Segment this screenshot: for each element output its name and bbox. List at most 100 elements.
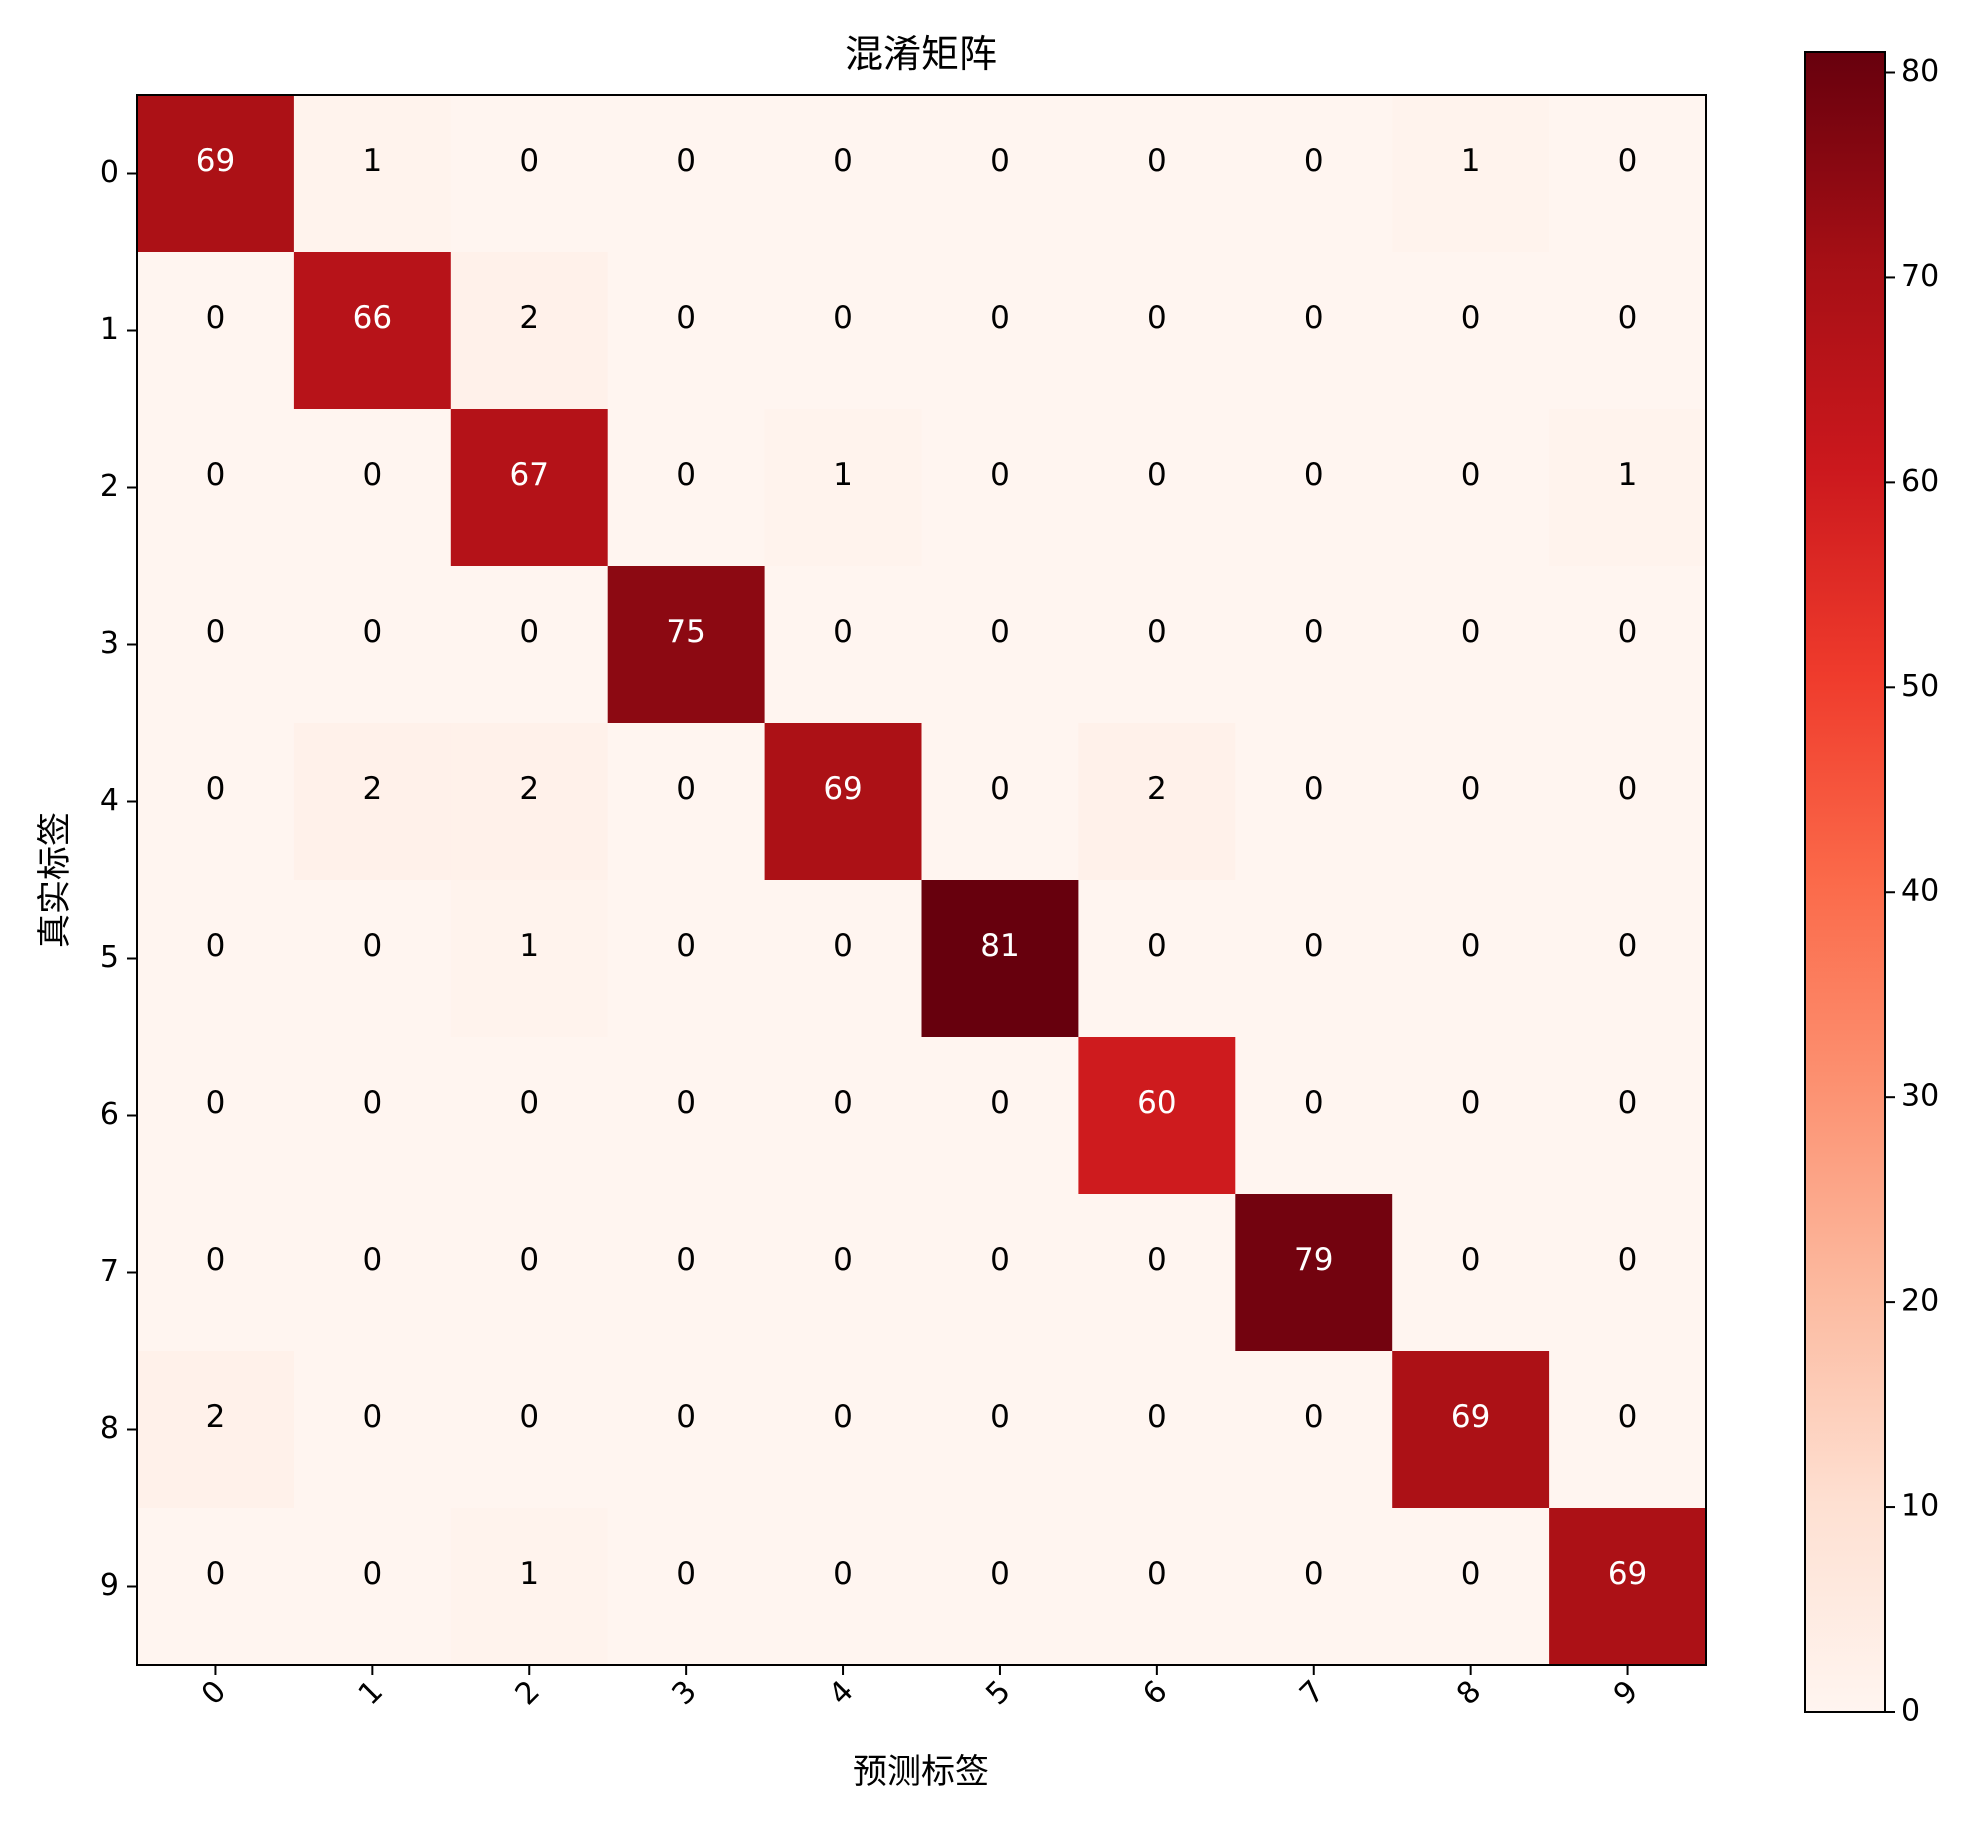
heatmap-cell	[607, 1194, 766, 1352]
cell-value-label: 0	[990, 614, 1010, 650]
cell-value-label: 0	[1461, 1556, 1481, 1592]
x-tick-label: 7	[1293, 1674, 1331, 1712]
heatmap-cell	[921, 566, 1079, 724]
heatmap-cell	[137, 1194, 295, 1352]
heatmap-cell	[1392, 409, 1550, 567]
heatmap-cell	[450, 1508, 609, 1666]
heatmap-cell	[137, 566, 295, 724]
y-tick-label: 2	[100, 469, 119, 504]
cell-value-label: 0	[1304, 300, 1324, 336]
heatmap-cell	[921, 1194, 1079, 1352]
heatmap-cell	[1392, 566, 1550, 724]
heatmap-cell	[1235, 566, 1393, 724]
cell-value-label: 0	[833, 1085, 853, 1121]
heatmap-cell	[293, 1508, 452, 1666]
heatmap-cell	[764, 409, 923, 567]
y-tick-label: 0	[100, 155, 119, 190]
cell-value-label: 0	[362, 1556, 382, 1592]
heatmap-cell	[293, 723, 452, 881]
cell-value-label: 0	[1618, 1242, 1638, 1278]
cell-value-label: 67	[510, 457, 549, 493]
heatmap-cell	[1078, 1194, 1236, 1352]
heatmap-cell	[137, 723, 295, 881]
colorbar-gradient	[1805, 52, 1885, 1712]
heatmap-cell	[293, 880, 452, 1038]
heatmap-cell	[764, 1508, 923, 1666]
heatmap-cell	[450, 95, 609, 253]
cell-value-label: 0	[519, 143, 539, 179]
cell-value-label: 1	[519, 1556, 539, 1592]
heatmap-cell	[450, 409, 609, 567]
cell-value-label: 0	[1461, 1085, 1481, 1121]
x-tick-label: 3	[666, 1674, 704, 1712]
x-tick-label: 4	[822, 1674, 860, 1712]
heatmap-cell	[293, 1037, 452, 1195]
cell-value-label: 2	[519, 771, 539, 807]
heatmap-cell	[1392, 95, 1550, 253]
cell-value-label: 75	[666, 614, 705, 650]
heatmap-cell	[1078, 880, 1236, 1038]
cell-value-label: 0	[990, 1556, 1010, 1592]
cell-value-label: 0	[676, 1085, 696, 1121]
heatmap-cell	[1549, 1037, 1707, 1195]
heatmap-cell	[607, 409, 766, 567]
heatmap-cell	[607, 1508, 766, 1666]
heatmap-cell	[1078, 1508, 1236, 1666]
x-tick-label: 2	[509, 1674, 547, 1712]
cell-value-label: 0	[990, 1085, 1010, 1121]
colorbar-tick-label: 60	[1901, 464, 1939, 499]
colorbar-tick-label: 0	[1901, 1694, 1920, 1729]
cell-value-label: 0	[833, 1242, 853, 1278]
cell-value-label: 0	[1461, 928, 1481, 964]
heatmap-cell	[137, 1508, 295, 1666]
y-axis-label: 真实标签	[35, 812, 75, 948]
cell-value-label: 0	[833, 300, 853, 336]
x-tick-label: 8	[1450, 1674, 1488, 1712]
heatmap-cell	[921, 252, 1079, 410]
cell-value-label: 0	[1304, 457, 1324, 493]
heatmap-cell	[607, 95, 766, 253]
cell-value-label: 0	[1618, 614, 1638, 650]
colorbar-tick-label: 70	[1901, 259, 1939, 294]
heatmap-cell	[450, 1194, 609, 1352]
cell-value-label: 0	[833, 1556, 853, 1592]
heatmap-cell	[137, 95, 295, 253]
cell-value-label: 1	[1618, 457, 1638, 493]
heatmap-cell	[921, 723, 1079, 881]
heatmap-cell	[293, 252, 452, 410]
heatmap-cell	[1235, 409, 1393, 567]
heatmap-cell	[921, 1508, 1079, 1666]
heatmap-cell	[1392, 1351, 1550, 1509]
x-axis-label: 预测标签	[853, 1752, 989, 1792]
cell-value-label: 0	[362, 928, 382, 964]
cell-value-label: 0	[1461, 1242, 1481, 1278]
cell-value-labels: 69 1 0 0 0 0 0 0 1 0 0 66 2 0 0 0 0 0 0 0 0 0 67 0 1 0 0 0 0 1 0 0 0 75 0 0…	[196, 143, 1648, 1592]
heatmap-cell	[450, 252, 609, 410]
cell-value-label: 0	[1618, 300, 1638, 336]
heatmap-cell	[921, 409, 1079, 567]
cell-value-label: 0	[1304, 928, 1324, 964]
cell-value-label: 0	[1618, 771, 1638, 807]
heatmap-cell	[293, 95, 452, 253]
cell-value-label: 0	[206, 1556, 226, 1592]
cell-value-label: 0	[1147, 614, 1167, 650]
heatmap-cell	[1392, 723, 1550, 881]
cell-value-label: 0	[676, 1242, 696, 1278]
heatmap-cell	[293, 566, 452, 724]
colorbar-tick-label: 40	[1901, 874, 1939, 909]
x-axis-ticks: 0 1 2 3 4 5 6 7 8 9	[195, 1665, 1645, 1712]
cell-value-label: 0	[362, 457, 382, 493]
cell-value-label: 0	[1304, 614, 1324, 650]
heatmap-cell	[1392, 880, 1550, 1038]
cell-value-label: 0	[990, 1242, 1010, 1278]
cell-value-label: 0	[206, 1242, 226, 1278]
cell-value-label: 0	[519, 614, 539, 650]
cell-value-label: 69	[823, 771, 862, 807]
cell-value-label: 0	[1461, 614, 1481, 650]
y-tick-label: 5	[100, 940, 119, 975]
cell-value-label: 0	[833, 1399, 853, 1435]
heatmap-cell	[1392, 1194, 1550, 1352]
cell-value-label: 0	[676, 300, 696, 336]
colorbar-ticks: 0 10 20 30 40 50 60 70 80	[1885, 54, 1939, 1729]
